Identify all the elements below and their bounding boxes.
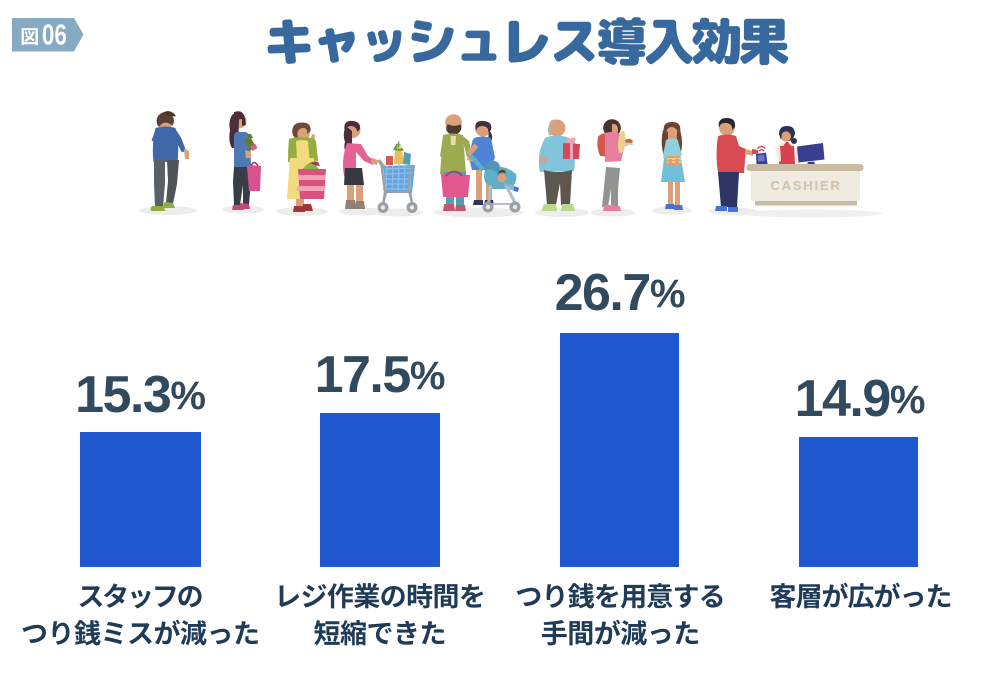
svg-text:CASHIER: CASHIER xyxy=(770,178,841,193)
